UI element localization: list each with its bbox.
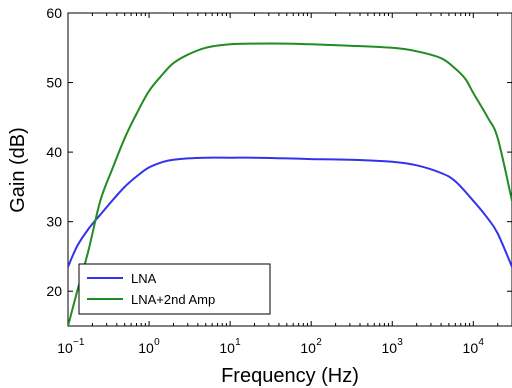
x-tick-exponent: 1 — [235, 337, 241, 348]
x-tick-label: 10 — [57, 340, 73, 356]
series-layer — [68, 42, 512, 326]
legend-box — [78, 263, 271, 315]
y-tick-label: 40 — [46, 144, 62, 160]
x-axis-title: Frequency (Hz) — [221, 365, 359, 387]
legend-label: LNA+2nd Amp — [131, 292, 215, 307]
y-tick-label: 60 — [46, 5, 62, 21]
y-axis-title: Gain (dB) — [7, 127, 29, 213]
legend-label: LNA — [131, 271, 157, 286]
series-line-lna — [68, 156, 512, 268]
y-tick-label: 30 — [46, 214, 62, 230]
y-tick-label: 20 — [46, 283, 62, 299]
series-line-lna-2nd-amp — [68, 42, 512, 326]
x-tick-label: 10 — [219, 340, 235, 356]
y-tick-label: 50 — [46, 75, 62, 91]
x-tick-label: 10 — [300, 340, 316, 356]
x-tick-exponent: 2 — [316, 337, 322, 348]
x-tick-exponent: 3 — [397, 337, 403, 348]
x-tick-exponent: 4 — [478, 337, 484, 348]
x-tick-label: 10 — [463, 340, 479, 356]
x-tick-exponent: 0 — [154, 337, 160, 348]
legend: LNA LNA+2nd Amp — [78, 263, 271, 315]
x-tick-label: 10 — [138, 340, 154, 356]
x-tick-label: 10 — [381, 340, 397, 356]
x-tick-exponent: −1 — [73, 337, 85, 348]
